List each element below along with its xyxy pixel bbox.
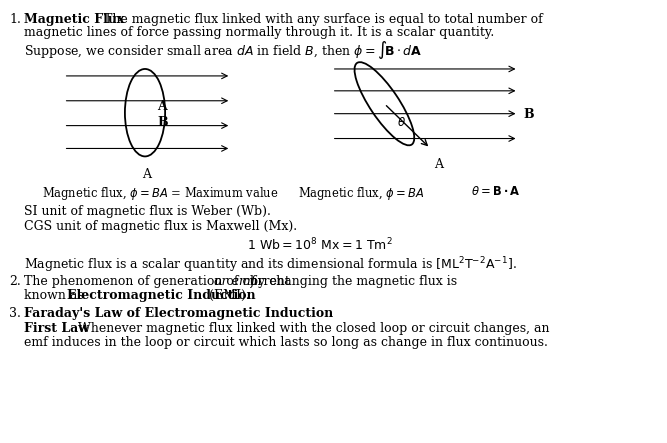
Text: Magnetic flux, $\phi = BA$: Magnetic flux, $\phi = BA$ <box>298 185 425 202</box>
Text: known as: known as <box>25 288 88 302</box>
Text: $\theta$: $\theta$ <box>397 116 406 128</box>
Text: $\theta = \mathbf{B \cdot A}$: $\theta = \mathbf{B \cdot A}$ <box>471 185 520 198</box>
Text: A: A <box>434 159 443 171</box>
Text: A: A <box>142 168 151 181</box>
Text: Electromagnetic Induction: Electromagnetic Induction <box>67 288 255 302</box>
Text: CGS unit of magnetic flux is Maxwell (Mx).: CGS unit of magnetic flux is Maxwell (Mx… <box>25 220 297 233</box>
Text: by changing the magnetic flux is: by changing the magnetic flux is <box>245 275 457 288</box>
Text: 3.: 3. <box>9 307 21 320</box>
Text: $1\ \mathrm{Wb} = 10^8\ \mathrm{Mx} = 1\ \mathrm{Tm}^2$: $1\ \mathrm{Wb} = 10^8\ \mathrm{Mx} = 1\… <box>247 237 393 253</box>
Text: A: A <box>157 100 167 113</box>
Text: 1.: 1. <box>9 13 21 26</box>
Text: Magnetic flux is a scalar quantity and its dimensional formula is $[\mathrm{ML}^: Magnetic flux is a scalar quantity and i… <box>25 256 517 276</box>
Text: (EMI).: (EMI). <box>205 288 250 302</box>
Text: The phenomenon of generation of current: The phenomenon of generation of current <box>25 275 290 288</box>
Text: Whenever magnetic flux linked with the closed loop or circuit changes, an: Whenever magnetic flux linked with the c… <box>70 323 550 335</box>
Text: Faraday's Law of Electromagnetic Induction: Faraday's Law of Electromagnetic Inducti… <box>25 307 334 320</box>
Text: First Law: First Law <box>25 323 89 335</box>
Text: magnetic lines of force passing normally through it. It is a scalar quantity.: magnetic lines of force passing normally… <box>25 26 495 39</box>
Text: SI unit of magnetic flux is Weber (Wb).: SI unit of magnetic flux is Weber (Wb). <box>25 205 271 218</box>
Text: Suppose, we consider small area $dA$ in field $B$, then $\phi = \int\!\mathbf{B}: Suppose, we consider small area $dA$ in … <box>25 39 423 61</box>
Text: Magnetic Flux: Magnetic Flux <box>25 13 125 26</box>
Text: emf induces in the loop or circuit which lasts so long as change in flux continu: emf induces in the loop or circuit which… <box>25 336 548 349</box>
Text: Magnetic flux, $\phi = BA$ = Maximum value: Magnetic flux, $\phi = BA$ = Maximum val… <box>41 185 278 202</box>
Text: 2.: 2. <box>9 275 21 288</box>
Text: or emf: or emf <box>210 275 255 288</box>
Text: The magnetic flux linked with any surface is equal to total number of: The magnetic flux linked with any surfac… <box>104 13 542 26</box>
Text: B: B <box>157 116 168 128</box>
Text: B: B <box>523 108 534 121</box>
